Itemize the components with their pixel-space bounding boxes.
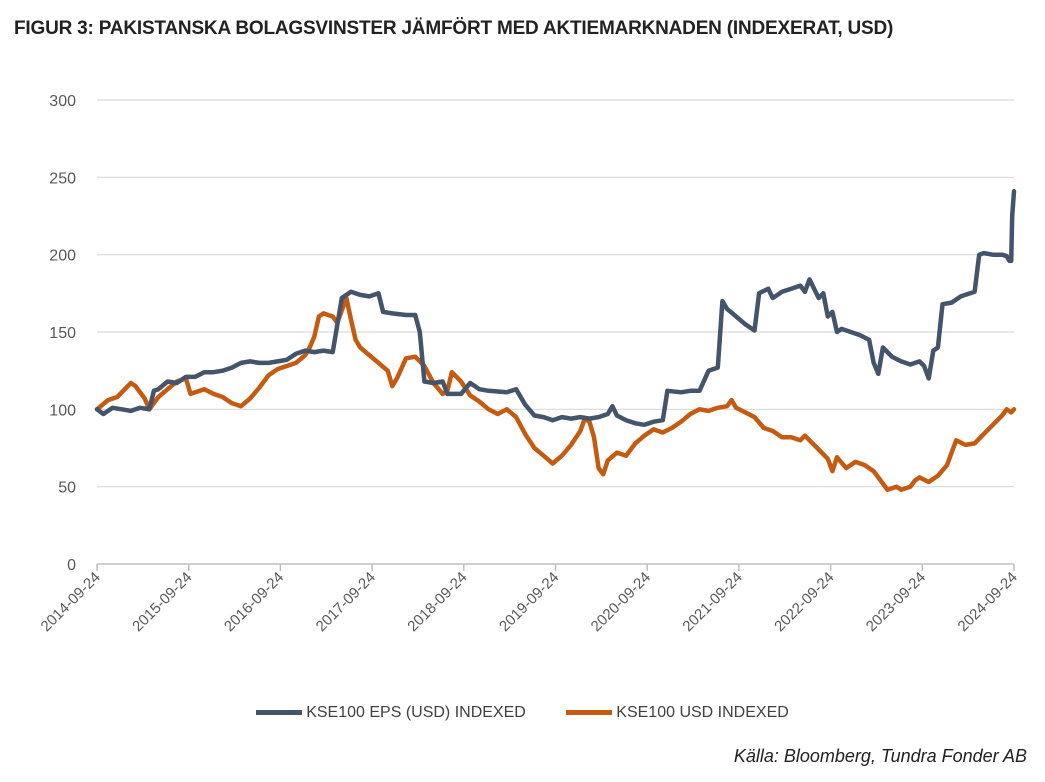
series-line-index — [94, 295, 1017, 493]
x-tick-label: 2016-09-24 — [221, 569, 287, 635]
gridlines — [97, 99, 1014, 488]
x-tick-label: 2019-09-24 — [496, 569, 562, 635]
x-tick-label: 2021-09-24 — [679, 569, 745, 635]
y-axis-ticks: 0 50 100 150 200 250 300 — [49, 93, 76, 574]
legend-item-eps: KSE100 EPS (USD) INDEXED — [256, 704, 526, 722]
x-tick-label: 2023-09-24 — [863, 569, 929, 635]
x-tick-label: 2014-09-24 — [38, 569, 104, 635]
x-tick-label: 2024-09-24 — [955, 569, 1021, 635]
y-tick-label: 300 — [49, 93, 76, 110]
source-note: Källa: Bloomberg, Tundra Fonder AB — [733, 746, 1027, 766]
x-tick-label: 2018-09-24 — [404, 569, 470, 635]
chart-title: FIGUR 3: PAKISTANSKA BOLAGSVINSTER JÄMFÖ… — [14, 18, 894, 39]
legend-item-index: KSE100 USD INDEXED — [566, 704, 789, 722]
y-tick-label: 100 — [49, 402, 76, 419]
x-tick-label: 2022-09-24 — [771, 569, 837, 635]
y-tick-label: 200 — [49, 248, 76, 265]
legend-label-eps: KSE100 EPS (USD) INDEXED — [306, 703, 526, 721]
x-tick-label: 2020-09-24 — [588, 569, 654, 635]
legend: KSE100 EPS (USD) INDEXED KSE100 USD INDE… — [0, 702, 1045, 722]
series-line-eps — [94, 189, 1017, 428]
y-tick-label: 50 — [58, 480, 76, 497]
y-tick-label: 250 — [49, 170, 76, 187]
y-tick-label: 0 — [67, 557, 76, 574]
x-tick-label: 2015-09-24 — [129, 569, 195, 635]
x-axis: 2014-09-24 2015-09-24 2016-09-24 2017-09-24… — [38, 563, 1021, 635]
legend-swatch-index — [566, 710, 613, 715]
series-lines — [94, 189, 1017, 493]
x-tick-label: 2017-09-24 — [313, 569, 379, 635]
legend-swatch-eps — [256, 710, 303, 715]
legend-label-index: KSE100 USD INDEXED — [616, 703, 789, 721]
y-tick-label: 150 — [49, 325, 76, 342]
